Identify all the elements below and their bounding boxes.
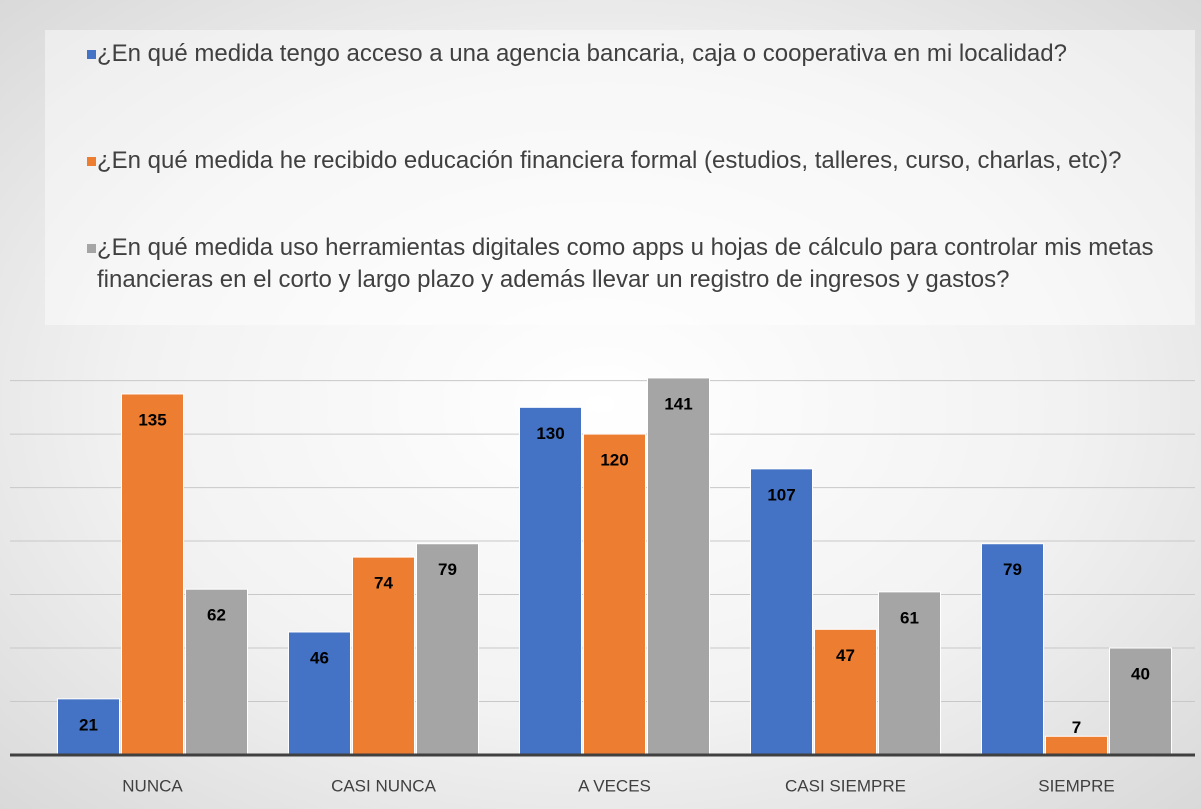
bar — [647, 377, 710, 756]
legend: ¿En qué medida tengo acceso a una agenci… — [45, 30, 1195, 325]
bar — [583, 433, 646, 756]
bar — [121, 393, 184, 756]
data-label: 62 — [207, 606, 226, 625]
bar — [1045, 735, 1108, 756]
data-label: 79 — [438, 560, 457, 579]
bar — [981, 543, 1044, 756]
data-label: 61 — [900, 608, 919, 627]
bar — [416, 543, 479, 756]
x-tick-label: A VECES — [578, 776, 651, 795]
data-label: 47 — [836, 646, 855, 665]
legend-item: ¿En qué medida he recibido educación fin… — [87, 145, 1157, 177]
legend-swatch — [87, 244, 96, 253]
x-tick-label: CASI SIEMPRE — [785, 776, 906, 795]
legend-item: ¿En qué medida tengo acceso a una agenci… — [87, 38, 1157, 70]
bar — [57, 698, 120, 756]
bar — [185, 588, 248, 756]
legend-swatch — [87, 157, 96, 166]
data-label: 74 — [374, 574, 393, 593]
x-tick-label: NUNCA — [122, 776, 183, 795]
data-label: 135 — [138, 410, 166, 429]
legend-label: ¿En qué medida he recibido educación fin… — [97, 147, 1122, 174]
bar — [288, 631, 351, 756]
bar — [750, 468, 813, 756]
data-label: 21 — [79, 715, 98, 734]
legend-item: ¿En qué medida uso herramientas digitale… — [87, 232, 1157, 296]
data-label: 46 — [310, 648, 329, 667]
data-label: 79 — [1003, 560, 1022, 579]
bar — [519, 406, 582, 756]
data-label: 130 — [536, 424, 564, 443]
bar — [878, 591, 941, 756]
bar — [1109, 647, 1172, 756]
data-label: 141 — [664, 394, 692, 413]
bar — [814, 628, 877, 756]
data-label: 7 — [1072, 718, 1081, 737]
data-label: 120 — [600, 451, 628, 470]
x-tick-label: CASI NUNCA — [331, 776, 437, 795]
data-label: 40 — [1131, 665, 1150, 684]
legend-label: ¿En qué medida tengo acceso a una agenci… — [97, 40, 1067, 67]
bar — [352, 556, 415, 756]
legend-label: ¿En qué medida uso herramientas digitale… — [97, 234, 1154, 293]
data-label: 107 — [767, 485, 795, 504]
x-tick-label: SIEMPRE — [1038, 776, 1115, 795]
legend-swatch — [87, 50, 96, 59]
